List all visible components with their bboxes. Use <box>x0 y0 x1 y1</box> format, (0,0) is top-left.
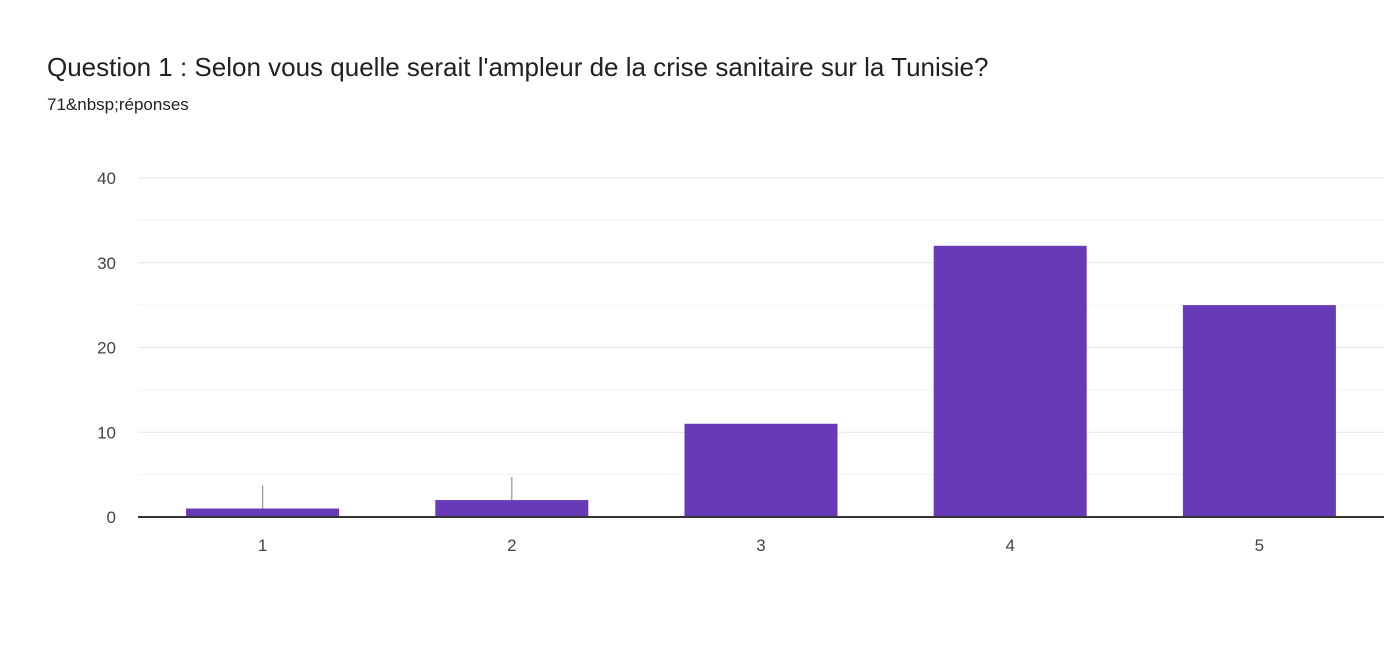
x-tick-label: 5 <box>1255 536 1264 555</box>
y-tick-label: 10 <box>97 423 116 442</box>
bar-3 <box>684 423 838 517</box>
y-tick-label: 40 <box>97 169 116 188</box>
y-tick-label: 30 <box>97 254 116 273</box>
bar-4 <box>933 245 1087 518</box>
x-tick-label: 2 <box>507 536 516 555</box>
response-count: 71&nbsp;réponses <box>47 95 189 114</box>
bar-1 <box>186 508 340 517</box>
bar-2 <box>435 500 589 517</box>
y-tick-label: 20 <box>97 339 116 358</box>
bar-5 <box>1182 305 1336 517</box>
chart-title: Question 1 : Selon vous quelle serait l'… <box>47 52 989 82</box>
x-tick-label: 3 <box>756 536 765 555</box>
x-tick-label: 4 <box>1005 536 1014 555</box>
y-tick-label: 0 <box>107 508 116 527</box>
x-tick-label: 1 <box>258 536 267 555</box>
